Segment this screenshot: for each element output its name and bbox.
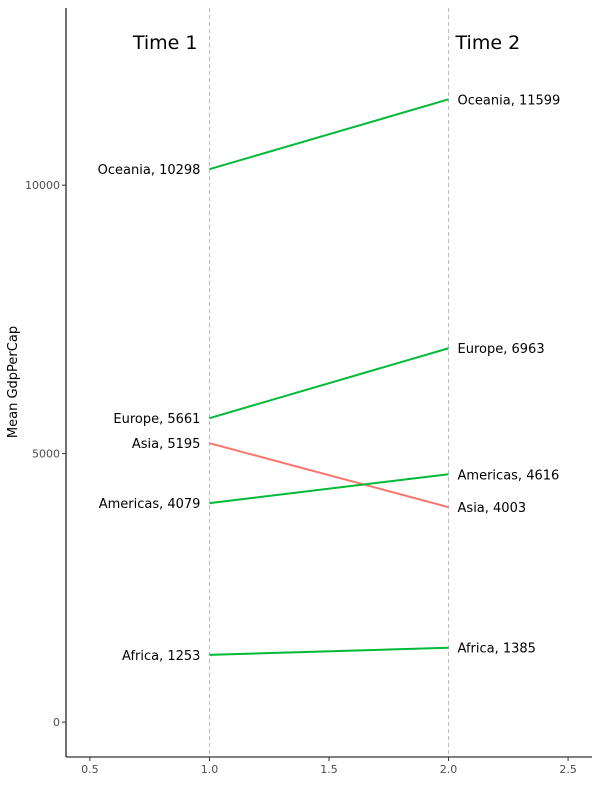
x-tick-label: 2.5 — [559, 763, 577, 776]
x-tick-label: 2.0 — [440, 763, 458, 776]
series-line-europe — [209, 347, 449, 420]
x-axis-ticks: 0.5 1.0 1.5 2.0 2.5 — [81, 757, 577, 776]
series-line-oceania — [209, 98, 449, 171]
y-tick-label: 0 — [53, 716, 60, 729]
label-time2-asia: Asia, 4003 — [458, 501, 527, 516]
label-time2-africa: Africa, 1385 — [458, 642, 536, 657]
label-time2-europe: Europe, 6963 — [458, 342, 545, 357]
x-tick-label: 1.5 — [320, 763, 338, 776]
label-time1-americas: Americas, 4079 — [99, 497, 201, 512]
point-labels: Oceania, 10298 Oceania, 11599 Europe, 5661… — [98, 93, 561, 663]
x-tick-label: 0.5 — [81, 763, 99, 776]
series-line-asia — [209, 442, 449, 509]
y-axis-title: Mean GdpPerCap — [6, 326, 21, 438]
label-time1-africa: Africa, 1253 — [122, 649, 200, 664]
x-tick-label: 1.0 — [201, 763, 219, 776]
label-time1-asia: Asia, 5195 — [132, 437, 201, 452]
label-time2-oceania: Oceania, 11599 — [458, 93, 561, 108]
y-tick-label: 5000 — [32, 448, 60, 461]
label-time1-oceania: Oceania, 10298 — [98, 163, 201, 178]
time-header-2: Time 2 — [455, 32, 521, 54]
y-tick-label: 10000 — [25, 179, 60, 192]
series-lines — [209, 98, 449, 656]
y-axis-ticks: 0 5000 10000 — [25, 179, 66, 729]
time-header-1: Time 1 — [132, 32, 198, 54]
time-headers: Time 1 Time 2 — [132, 32, 520, 54]
label-time1-europe: Europe, 5661 — [113, 412, 200, 427]
series-line-americas — [209, 473, 449, 505]
time-guides — [208, 8, 450, 757]
series-line-africa — [209, 646, 449, 656]
label-time2-americas: Americas, 4616 — [458, 468, 560, 483]
